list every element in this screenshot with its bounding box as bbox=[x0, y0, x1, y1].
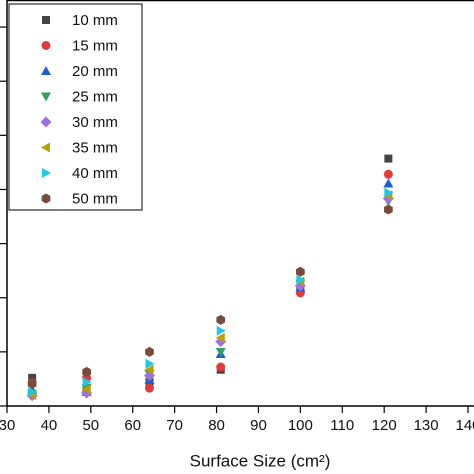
data-point bbox=[215, 347, 226, 357]
legend-marker bbox=[42, 168, 51, 178]
x-tick-label: 50 bbox=[82, 417, 99, 434]
x-tick-label: 60 bbox=[124, 417, 141, 434]
data-point bbox=[384, 187, 394, 198]
legend-label: 35 mm bbox=[72, 139, 118, 156]
legend-label: 10 mm bbox=[72, 12, 118, 29]
data-point bbox=[82, 377, 92, 388]
data-point bbox=[216, 314, 226, 325]
data-point bbox=[216, 325, 226, 336]
legend-label: 50 mm bbox=[72, 190, 118, 207]
x-tick-label: 30 bbox=[0, 417, 15, 434]
legend-box bbox=[8, 3, 143, 211]
x-tick-label: 120 bbox=[372, 417, 397, 434]
x-tick-label: 110 bbox=[330, 417, 354, 434]
data-point bbox=[144, 364, 154, 375]
x-tick-label: 130 bbox=[414, 417, 439, 434]
data-point bbox=[28, 373, 37, 382]
x-tick-label: 100 bbox=[288, 417, 313, 434]
data-point bbox=[144, 383, 154, 393]
data-point bbox=[216, 362, 226, 372]
data-point bbox=[383, 169, 393, 179]
data-point bbox=[145, 346, 154, 357]
data-point bbox=[384, 204, 393, 215]
x-axis-label: Surface Size (cm²) bbox=[190, 451, 331, 470]
x-tick-label: 70 bbox=[166, 417, 183, 434]
data-point bbox=[383, 178, 394, 188]
legend-label: 40 mm bbox=[72, 165, 118, 182]
legend-label: 15 mm bbox=[72, 37, 118, 54]
legend-marker bbox=[41, 66, 51, 75]
legend-marker bbox=[40, 116, 52, 128]
legend-label: 25 mm bbox=[72, 88, 118, 105]
data-point bbox=[27, 378, 37, 389]
legend-label: 20 mm bbox=[72, 63, 118, 80]
data-point bbox=[215, 332, 225, 343]
data-point bbox=[296, 266, 305, 277]
x-tick-label: 40 bbox=[41, 417, 58, 434]
x-tick-label: 90 bbox=[250, 417, 267, 434]
legend-marker bbox=[41, 193, 51, 204]
legend-marker bbox=[41, 142, 50, 153]
x-tick-label: 80 bbox=[208, 417, 225, 434]
legend-label: 30 mm bbox=[72, 114, 118, 131]
data-point bbox=[145, 358, 155, 369]
x-tick-label: 140 bbox=[455, 417, 474, 434]
data-point bbox=[81, 384, 91, 395]
data-point bbox=[384, 154, 393, 163]
data-point bbox=[28, 386, 38, 397]
data-point bbox=[296, 274, 306, 285]
legend-marker bbox=[41, 41, 51, 50]
legend-marker bbox=[41, 92, 51, 102]
legend-marker bbox=[42, 16, 50, 24]
data-point bbox=[82, 366, 91, 377]
